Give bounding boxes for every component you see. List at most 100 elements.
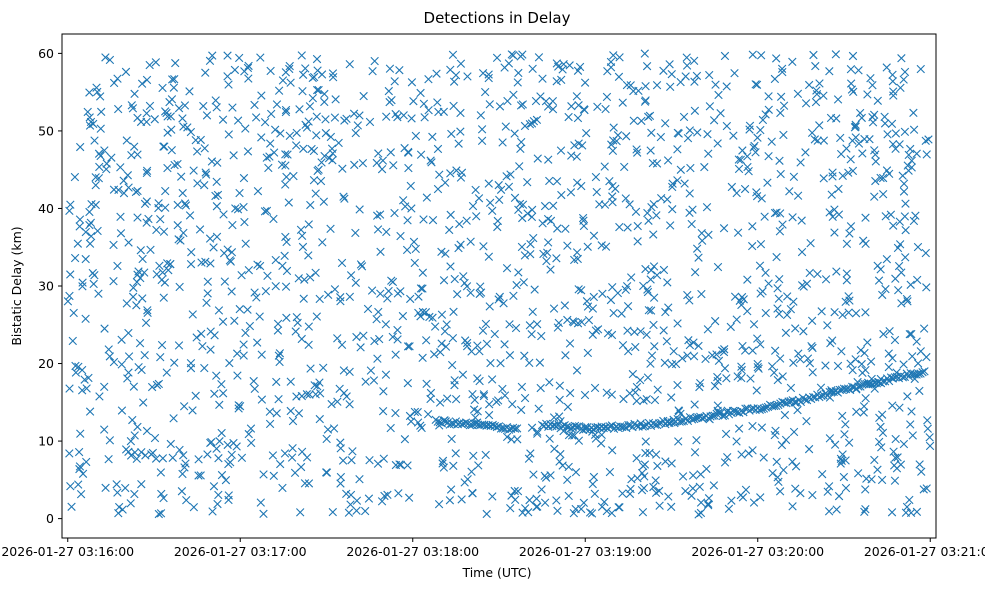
clutter-point	[66, 270, 75, 279]
clutter-point	[179, 402, 189, 411]
clutter-point	[873, 465, 882, 474]
clutter-point	[65, 291, 74, 301]
clutter-point	[512, 280, 521, 290]
clutter-point	[676, 165, 686, 174]
clutter-point	[262, 206, 272, 215]
clutter-point	[704, 149, 713, 158]
clutter-point	[729, 131, 738, 140]
clutter-point	[356, 343, 365, 352]
clutter-point	[266, 139, 275, 148]
clutter-point	[696, 508, 706, 518]
clutter-point	[558, 461, 567, 470]
clutter-point	[143, 306, 152, 315]
clutter-point	[228, 103, 237, 112]
clutter-point	[249, 376, 258, 386]
clutter-point	[81, 314, 90, 323]
clutter-point	[540, 498, 550, 507]
clutter-point	[502, 432, 512, 442]
clutter-point	[478, 326, 488, 335]
clutter-point	[422, 193, 432, 202]
clutter-point	[720, 51, 730, 61]
clutter-point	[608, 136, 618, 145]
clutter-point	[683, 133, 693, 143]
clutter-point	[797, 247, 807, 257]
clutter-point	[906, 420, 915, 429]
clutter-point	[336, 479, 345, 488]
clutter-point	[462, 341, 472, 351]
clutter-point	[456, 127, 465, 136]
clutter-point	[769, 368, 779, 377]
clutter-point	[166, 259, 175, 269]
clutter-point	[75, 464, 84, 474]
clutter-point	[488, 206, 497, 216]
clutter-point	[173, 200, 182, 210]
clutter-point	[255, 261, 265, 271]
clutter-point	[399, 111, 408, 120]
clutter-point	[693, 128, 702, 137]
clutter-point	[748, 446, 757, 455]
clutter-point	[532, 494, 541, 503]
clutter-point	[380, 491, 389, 501]
clutter-point	[764, 279, 773, 288]
clutter-point	[777, 440, 787, 450]
clutter-point	[393, 335, 402, 344]
clutter-point	[285, 64, 294, 74]
clutter-point	[643, 373, 653, 382]
clutter-point	[889, 91, 898, 100]
clutter-point	[300, 275, 309, 284]
clutter-point	[878, 428, 888, 438]
clutter-point	[424, 105, 433, 115]
clutter-point	[607, 390, 617, 399]
clutter-point	[660, 358, 670, 368]
clutter-point	[746, 374, 755, 383]
clutter-point	[638, 461, 648, 471]
clutter-point	[65, 449, 74, 458]
clutter-point	[815, 79, 824, 88]
clutter-point	[448, 333, 458, 343]
clutter-point	[902, 502, 912, 512]
clutter-point	[443, 394, 452, 403]
clutter-point	[374, 307, 383, 317]
clutter-point	[779, 101, 789, 110]
clutter-point	[876, 173, 885, 183]
clutter-point	[253, 186, 263, 196]
clutter-point	[305, 102, 315, 111]
clutter-point	[128, 104, 138, 113]
clutter-point	[549, 413, 559, 422]
clutter-point	[271, 255, 280, 265]
clutter-point	[257, 91, 266, 100]
clutter-point	[262, 153, 271, 162]
clutter-point	[418, 353, 427, 363]
clutter-point	[291, 327, 300, 336]
clutter-point	[921, 248, 930, 258]
clutter-point	[156, 468, 166, 477]
clutter-point	[359, 331, 368, 340]
clutter-point	[890, 335, 900, 345]
clutter-point	[486, 358, 495, 368]
clutter-point	[824, 507, 834, 516]
clutter-point	[811, 97, 821, 107]
clutter-point	[358, 159, 368, 168]
clutter-point	[163, 112, 172, 121]
clutter-point	[873, 261, 882, 270]
clutter-point	[651, 450, 661, 459]
clutter-point	[848, 366, 857, 375]
clutter-point	[74, 447, 84, 457]
clutter-point	[748, 50, 757, 59]
clutter-point	[364, 494, 374, 503]
clutter-point	[406, 181, 415, 191]
clutter-point	[376, 289, 385, 298]
clutter-point	[533, 154, 542, 163]
clutter-point	[313, 66, 322, 75]
clutter-point	[152, 380, 162, 390]
clutter-point	[142, 75, 152, 85]
clutter-point	[233, 371, 242, 380]
clutter-point	[851, 133, 860, 142]
clutter-point	[138, 294, 147, 303]
clutter-point	[773, 473, 782, 482]
clutter-point	[404, 163, 413, 173]
clutter-point	[601, 242, 611, 251]
clutter-point	[315, 414, 324, 424]
clutter-point	[506, 503, 515, 513]
clutter-point	[647, 128, 656, 137]
